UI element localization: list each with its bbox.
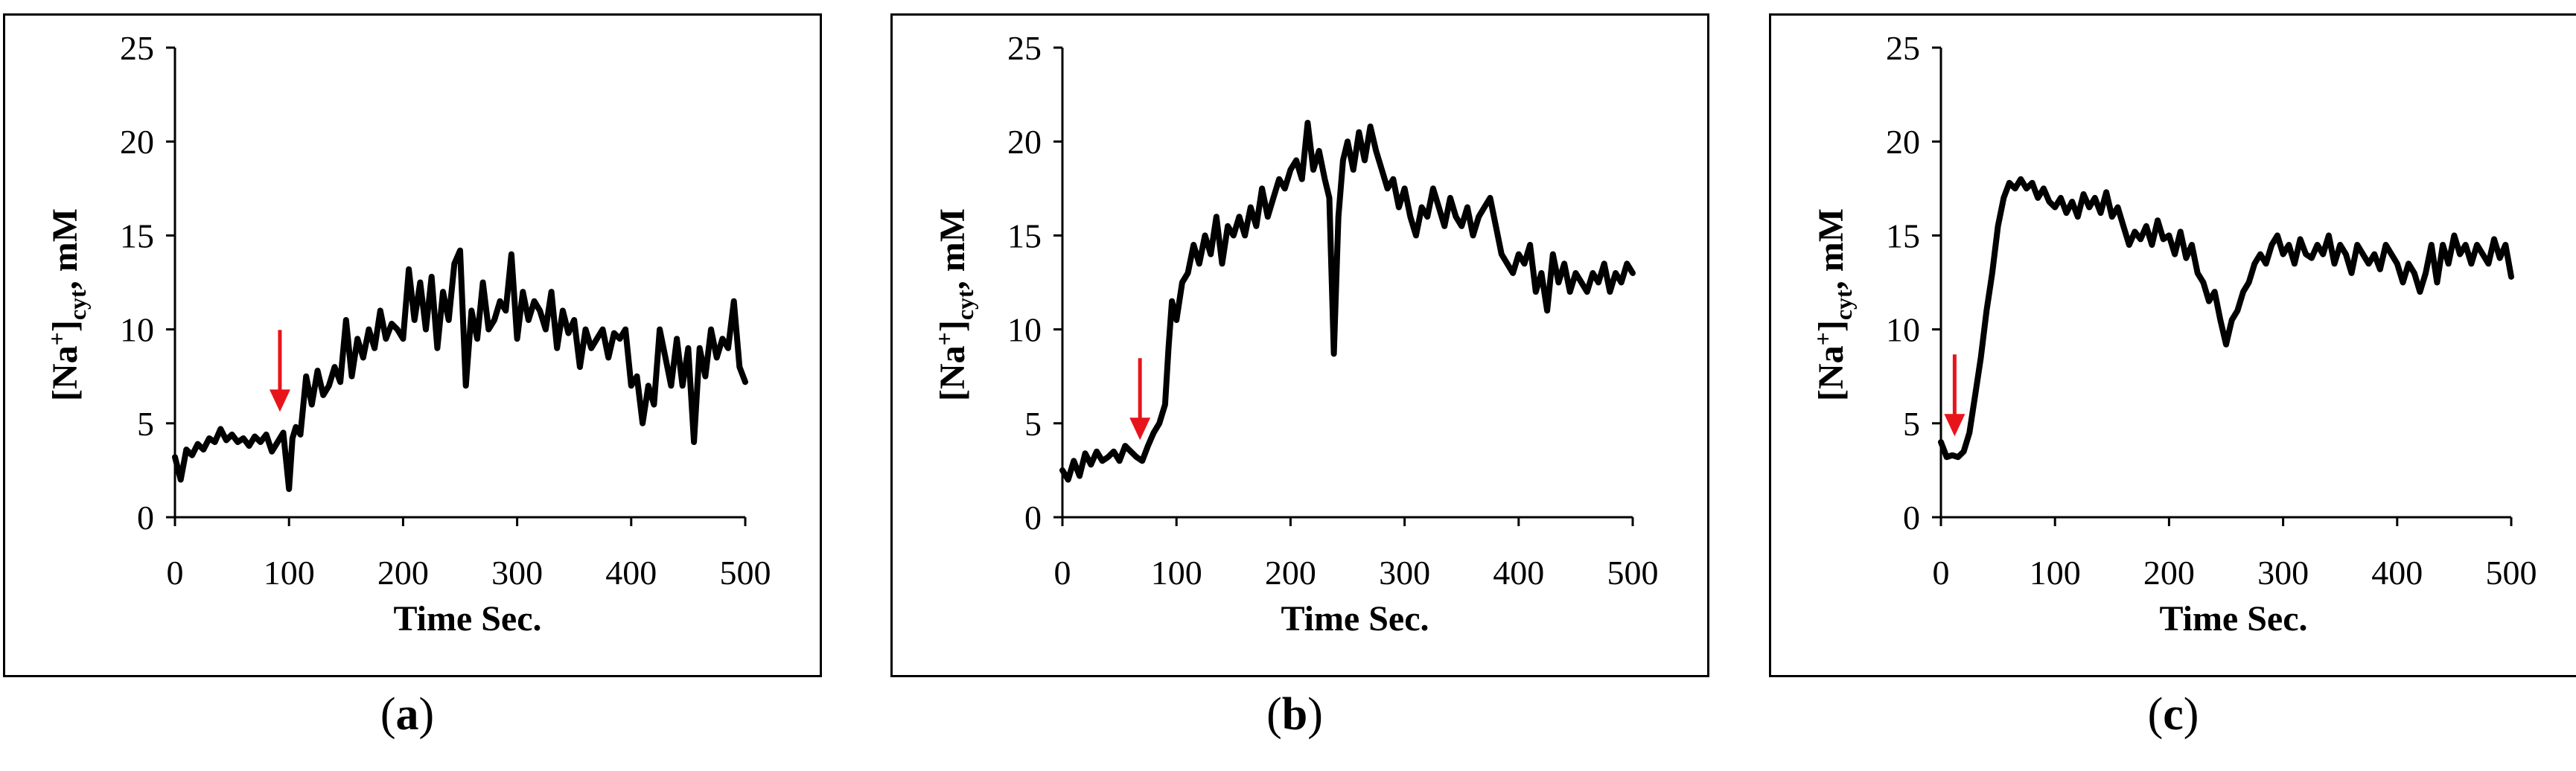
y-axis-title: [Na+]cyt, mM [931, 208, 978, 401]
x-tick-label: 400 [2371, 554, 2423, 592]
caption-c: (c) [2147, 689, 2199, 740]
y-title-main: [Na [45, 345, 85, 401]
x-tick-label: 200 [2143, 554, 2195, 592]
y-tick-label: 25 [120, 29, 154, 67]
x-tick-label: 0 [167, 554, 184, 592]
chart-b-svg: 0 5 10 15 20 25 0 100 200 300 400 500 Time Sec. [Na+]… [931, 29, 1659, 639]
y-tick-label: 0 [1903, 499, 1920, 537]
y-tick-label: 20 [1886, 123, 1920, 161]
y-title-bracket: ] [1811, 320, 1851, 332]
arrow-head [269, 389, 290, 412]
arrow-head [1129, 418, 1151, 441]
x-tick-label: 0 [1054, 554, 1071, 592]
y-tick-label: 10 [1886, 311, 1920, 349]
caption-b-letter: b [1281, 689, 1308, 740]
y-title-bracket: ] [933, 320, 972, 332]
stimulus-arrow [1944, 354, 1966, 437]
x-tick-label: 200 [1265, 554, 1316, 592]
y-tick-label: 15 [1007, 217, 1042, 255]
chart-a-svg: 0 5 10 15 20 25 0 100 200 300 400 500 Time Sec. [Na+]… [43, 29, 771, 639]
chart-panel-b: 0 5 10 15 20 25 0 100 200 300 400 500 Time Sec. [Na+]… [890, 13, 1709, 677]
y-axis-title: [Na+]cyt, mM [43, 208, 91, 401]
y-title-sup: + [1809, 332, 1836, 345]
x-axis-title: Time Sec. [1281, 599, 1429, 639]
x-tick-label: 500 [2486, 554, 2537, 592]
y-tick-label: 20 [120, 123, 154, 161]
x-tick-label: 300 [491, 554, 543, 592]
caption-a: (a) [380, 689, 435, 740]
y-tick-label: 0 [1024, 499, 1042, 537]
x-tick-label: 100 [1151, 554, 1202, 592]
x-tick-label: 500 [1607, 554, 1659, 592]
x-tick-label: 300 [2257, 554, 2309, 592]
series-line [1938, 176, 2514, 461]
y-title-unit: , mM [933, 208, 972, 289]
y-tick-label: 25 [1007, 29, 1042, 67]
y-title-unit: , mM [45, 208, 85, 289]
y-title-bracket: ] [45, 320, 85, 332]
x-axis-title: Time Sec. [393, 599, 541, 639]
y-title-sub: cyt [64, 289, 91, 320]
x-tick-label: 400 [1493, 554, 1544, 592]
x-tick-label: 100 [264, 554, 315, 592]
y-title-sup: + [43, 332, 70, 345]
y-tick-label: 5 [1024, 405, 1042, 443]
chart-c-svg: 0 5 10 15 20 25 0 100 200 300 400 500 Time Sec. [Na+]… [1809, 29, 2537, 639]
series-line [1059, 120, 1636, 483]
x-axis-title: Time Sec. [2159, 599, 2307, 639]
y-title-unit: , mM [1811, 208, 1851, 289]
x-tick-label: 0 [1933, 554, 1950, 592]
y-tick-label: 5 [137, 405, 154, 443]
arrow-head [1944, 414, 1966, 437]
caption-a-letter: a [395, 689, 419, 740]
stimulus-arrow [1129, 358, 1151, 441]
y-title-main: [Na [1811, 345, 1851, 401]
series-line [172, 247, 748, 493]
chart-panel-a: 0 5 10 15 20 25 0 100 200 300 400 500 Time Sec. [Na+]… [3, 13, 822, 677]
y-title-sub: cyt [951, 289, 978, 320]
y-tick-label: 15 [120, 217, 154, 255]
x-tick-label: 300 [1379, 554, 1430, 592]
y-tick-label: 10 [120, 311, 154, 349]
caption-b: (b) [1266, 689, 1323, 740]
x-tick-label: 200 [377, 554, 429, 592]
caption-c-letter: c [2163, 689, 2184, 740]
x-tick-label: 100 [2030, 554, 2081, 592]
y-tick-label: 15 [1886, 217, 1920, 255]
x-tick-label: 400 [605, 554, 657, 592]
y-title-sub: cyt [1830, 289, 1857, 320]
stimulus-arrow [269, 330, 290, 412]
y-tick-label: 20 [1007, 123, 1042, 161]
y-tick-label: 25 [1886, 29, 1920, 67]
chart-panel-c: 0 5 10 15 20 25 0 100 200 300 400 500 Time Sec. [Na+]… [1769, 13, 2576, 677]
y-title-main: [Na [933, 345, 972, 401]
y-axis-title: [Na+]cyt, mM [1809, 208, 1857, 401]
x-tick-label: 500 [720, 554, 771, 592]
y-title-sup: + [931, 332, 957, 345]
y-tick-label: 10 [1007, 311, 1042, 349]
y-tick-label: 0 [137, 499, 154, 537]
y-tick-label: 5 [1903, 405, 1920, 443]
